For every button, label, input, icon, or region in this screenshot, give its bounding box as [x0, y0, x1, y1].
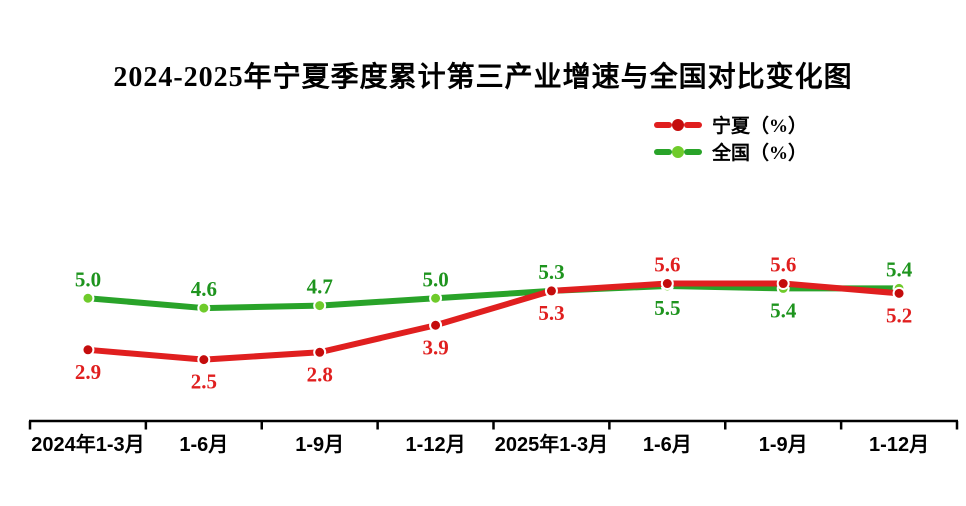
- data-label: 5.4: [770, 298, 797, 322]
- national-line: [84, 282, 903, 312]
- data-label: 5.0: [75, 267, 101, 291]
- x-tick-label: 1-9月: [295, 434, 344, 456]
- legend-item-national: 全国（%）: [653, 138, 807, 165]
- chart-title: 2024-2025年宁夏季度累计第三产业增速与全国对比变化图: [113, 62, 853, 93]
- data-point-marker: [660, 277, 674, 291]
- data-label: 3.9: [422, 335, 448, 359]
- x-tick-label: 1-6月: [643, 434, 692, 456]
- x-tick-label: 1-12月: [869, 434, 929, 456]
- data-point-marker: [313, 299, 327, 313]
- data-label: 5.2: [886, 303, 912, 327]
- data-point-marker: [776, 277, 790, 291]
- data-label: 4.7: [307, 275, 333, 299]
- data-point-marker: [197, 353, 211, 367]
- data-label: 5.6: [654, 253, 680, 277]
- legend-item-ningxia: 宁夏（%）: [653, 111, 807, 138]
- data-label: 5.3: [538, 301, 564, 325]
- x-tick-label: 2025年1-3月: [495, 432, 608, 456]
- legend-marker-dot: [672, 145, 684, 158]
- x-tick-label: 2024年1-3月: [31, 432, 144, 456]
- national-line-sample-icon: [654, 145, 702, 158]
- data-label: 5.5: [654, 296, 680, 320]
- data-point-marker: [892, 286, 906, 300]
- data-point-marker: [81, 343, 95, 357]
- x-tick-label: 1-12月: [406, 434, 466, 456]
- ningxia-line-sample-icon: [654, 118, 702, 131]
- legend: 宁夏（%） 全国（%）: [653, 111, 807, 165]
- x-tick-label: 1-6月: [179, 434, 228, 456]
- legend-label-national: 全国（%）: [712, 143, 808, 164]
- legend-marker-dot: [672, 118, 684, 131]
- data-point-marker: [197, 301, 211, 315]
- data-label: 5.0: [422, 267, 448, 291]
- data-label: 2.9: [75, 360, 101, 384]
- data-label: 4.6: [191, 277, 217, 301]
- data-point-marker: [429, 318, 443, 332]
- data-label: 5.3: [538, 260, 564, 284]
- data-label: 2.8: [307, 362, 333, 386]
- data-label: 2.5: [191, 370, 217, 394]
- data-point-marker: [429, 291, 443, 305]
- ningxia-line: [84, 280, 903, 363]
- legend-label-ningxia: 宁夏（%）: [712, 116, 808, 137]
- x-tick-label: 1-9月: [759, 434, 808, 456]
- data-point-marker: [313, 345, 327, 359]
- data-point-marker: [544, 284, 558, 298]
- data-label: 5.4: [886, 257, 913, 281]
- data-label: 5.6: [770, 253, 796, 277]
- data-point-marker: [81, 291, 95, 305]
